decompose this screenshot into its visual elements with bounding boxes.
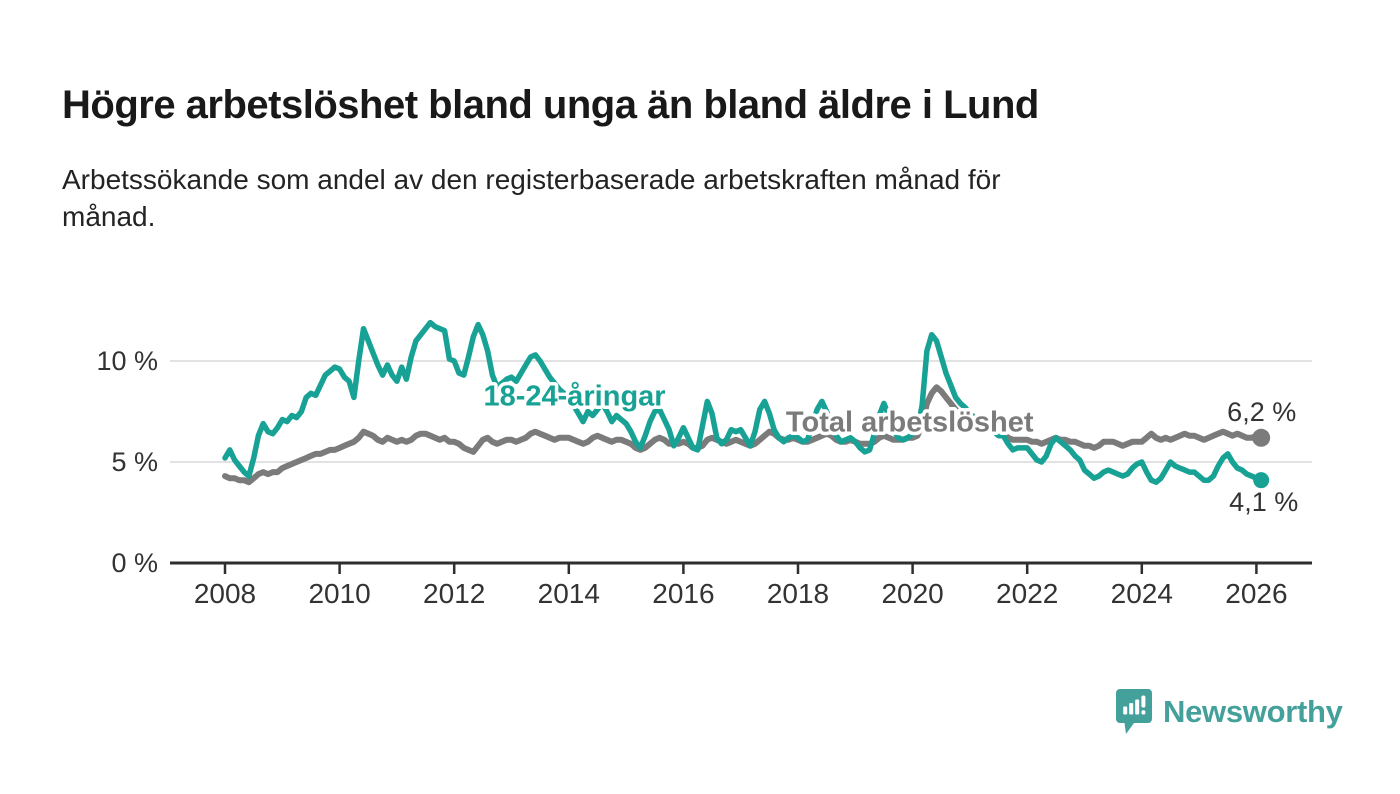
x-axis-label: 2010: [308, 578, 370, 609]
chart-subtitle: Arbetssökande som andel av den registerb…: [62, 162, 1262, 236]
series-end-value-label: 6,2 %: [1227, 397, 1296, 427]
y-axis-label: 0 %: [111, 548, 158, 578]
series-line-total-arbetslöshet: [222, 384, 1265, 486]
x-axis-label: 2012: [423, 578, 485, 609]
speech-bubble-bar-chart-icon: [1116, 689, 1152, 734]
x-axis-label: 2024: [1111, 578, 1173, 609]
series-line-18-24-åringar: [222, 319, 1264, 485]
series-label: Total arbetslöshet: [786, 407, 1034, 439]
x-axis-label: 2014: [538, 578, 600, 609]
logo-text: Newsworthy: [1163, 694, 1343, 729]
series-end-dot: [1253, 472, 1270, 489]
x-axis-label: 2020: [881, 578, 943, 609]
page-title: Högre arbetslöshet bland unga än bland ä…: [62, 82, 1039, 127]
x-axis-label: 2018: [767, 578, 829, 609]
x-axis-label: 2016: [652, 578, 714, 609]
series-label: 18-24-åringar: [483, 380, 665, 412]
y-axis-label: 5 %: [111, 447, 158, 477]
x-axis-label: 2022: [996, 578, 1058, 609]
x-axis-label: 2008: [194, 578, 256, 609]
subtitle-line-2: månad.: [62, 200, 156, 232]
x-axis-label: 2026: [1225, 578, 1287, 609]
newsworthy-logo: Newsworthy: [1116, 686, 1343, 738]
series-end-value-label: 4,1 %: [1229, 487, 1298, 517]
subtitle-line-1: Arbetssökande som andel av den registerb…: [62, 164, 1001, 195]
unemployment-line-chart: 0 % 5 % 10 % 2008 2010 2012 2014 2016 2018 2020 20…: [96, 319, 1312, 609]
series-end-dot: [1252, 428, 1271, 447]
y-axis-label: 10 %: [96, 346, 158, 376]
